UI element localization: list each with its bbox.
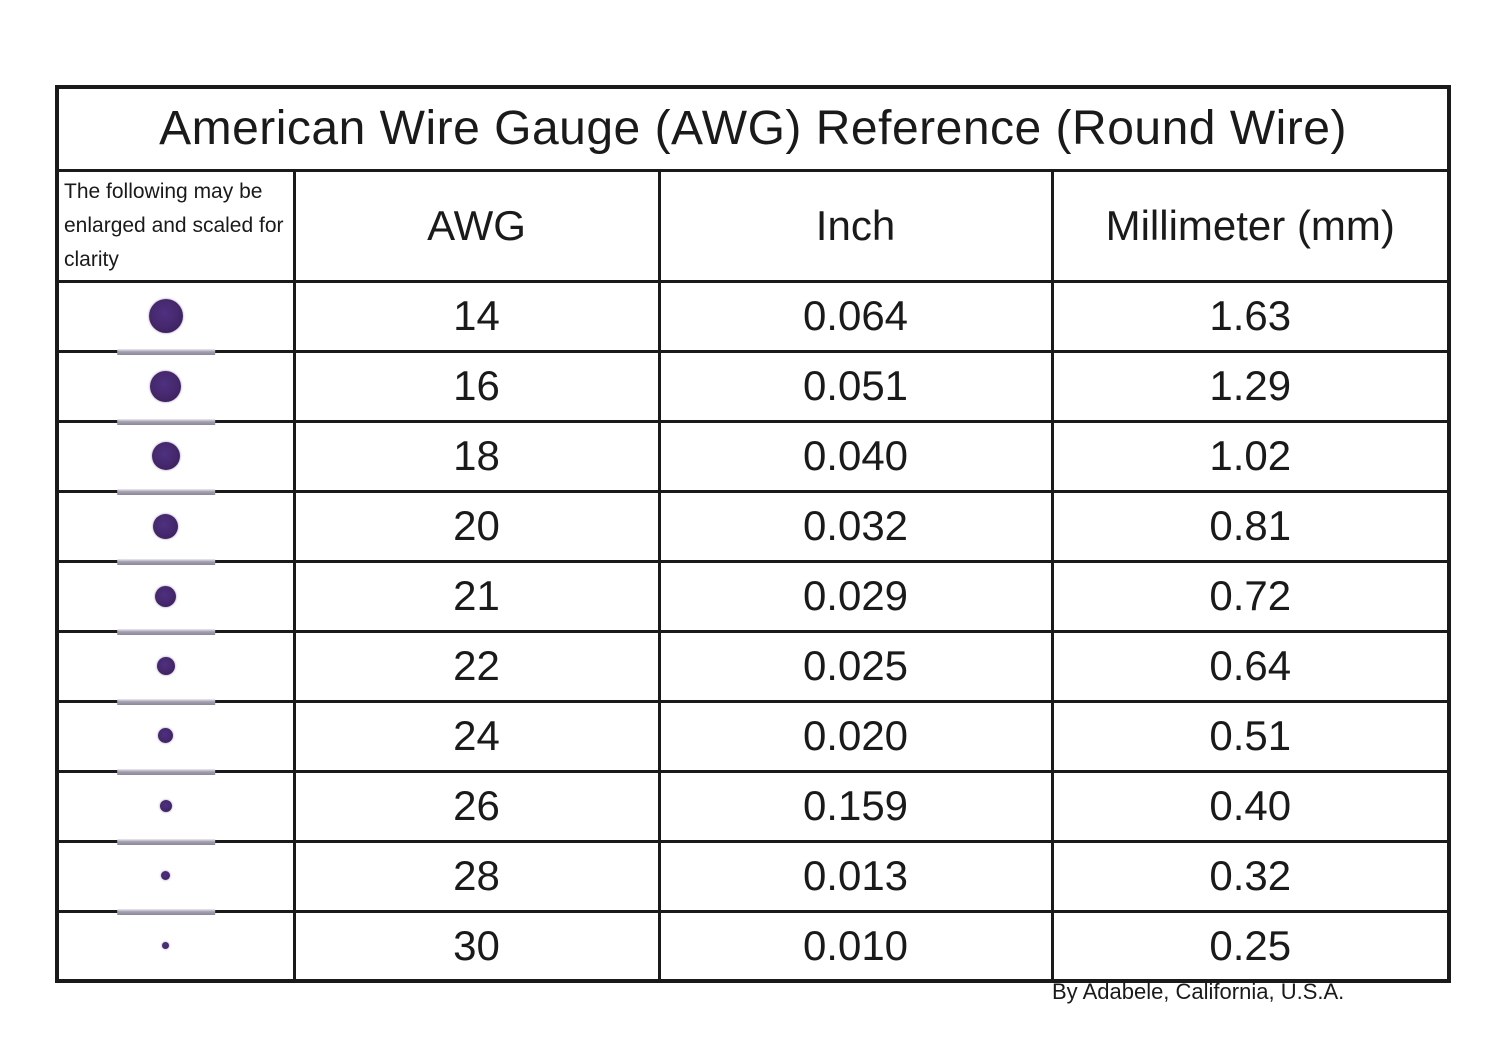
mm-value: 0.64 xyxy=(1050,629,1451,703)
title-row: American Wire Gauge (AWG) Reference (Rou… xyxy=(55,85,1451,172)
column-header-inch: Inch xyxy=(657,168,1054,283)
wire-size-dot-cell xyxy=(55,699,296,775)
wire-dot-icon xyxy=(159,799,172,812)
inch-value: 0.013 xyxy=(657,839,1054,913)
inch-value: 0.051 xyxy=(657,349,1054,423)
wire-dot-icon xyxy=(150,370,182,402)
wire-dot-icon xyxy=(158,728,174,744)
mm-value: 0.81 xyxy=(1050,489,1451,563)
table-title: American Wire Gauge (AWG) Reference (Rou… xyxy=(55,85,1451,172)
wire-dot-icon xyxy=(151,442,180,471)
awg-value: 21 xyxy=(292,559,661,633)
mm-value: 0.32 xyxy=(1050,839,1451,913)
awg-value: 24 xyxy=(292,699,661,773)
clarity-note: The following may be enlarged and scaled… xyxy=(55,168,296,283)
awg-value: 18 xyxy=(292,419,661,493)
column-header-awg: AWG xyxy=(292,168,661,283)
wire-size-dot-cell xyxy=(55,769,296,845)
credit-text: By Adabele, California, U.S.A. xyxy=(1052,979,1345,1004)
inch-value: 0.025 xyxy=(657,629,1054,703)
inch-value: 0.029 xyxy=(657,559,1054,633)
mm-value: 1.02 xyxy=(1050,419,1451,493)
inch-value: 0.010 xyxy=(657,909,1054,983)
mm-value: 0.25 xyxy=(1050,909,1451,983)
table-row: 24 0.020 0.51 xyxy=(55,699,1451,775)
table-row: 21 0.029 0.72 xyxy=(55,559,1451,635)
wire-dot-icon xyxy=(153,513,179,539)
wire-size-dot-cell xyxy=(55,909,296,983)
wire-dot-icon xyxy=(155,585,177,607)
wire-dot-icon xyxy=(162,942,170,950)
awg-value: 20 xyxy=(292,489,661,563)
wire-size-dot-cell xyxy=(55,559,296,635)
mm-value: 1.63 xyxy=(1050,279,1451,353)
mm-value: 1.29 xyxy=(1050,349,1451,423)
awg-value: 30 xyxy=(292,909,661,983)
awg-value: 14 xyxy=(292,279,661,353)
wire-size-dot-cell xyxy=(55,419,296,495)
awg-value: 22 xyxy=(292,629,661,703)
column-header-mm: Millimeter (mm) xyxy=(1050,168,1451,283)
table-row: 18 0.040 1.02 xyxy=(55,419,1451,495)
awg-value: 26 xyxy=(292,769,661,843)
awg-reference-table: American Wire Gauge (AWG) Reference (Rou… xyxy=(55,85,1452,984)
wire-dot-icon xyxy=(148,299,183,334)
mm-value: 0.51 xyxy=(1050,699,1451,773)
table-row: 14 0.064 1.63 xyxy=(55,279,1451,355)
wire-size-dot-cell xyxy=(55,489,296,565)
mm-value: 0.40 xyxy=(1050,769,1451,843)
inch-value: 0.032 xyxy=(657,489,1054,563)
table-row: 22 0.025 0.64 xyxy=(55,629,1451,705)
wire-size-dot-cell xyxy=(55,839,296,915)
table-row: 30 0.010 0.25 xyxy=(55,909,1451,983)
awg-value: 28 xyxy=(292,839,661,913)
table-row: 26 0.159 0.40 xyxy=(55,769,1451,845)
wire-size-dot-cell xyxy=(55,279,296,355)
header-row: The following may be enlarged and scaled… xyxy=(55,168,1451,283)
table-row: 16 0.051 1.29 xyxy=(55,349,1451,425)
wire-dot-icon xyxy=(161,871,171,881)
wire-dot-icon xyxy=(156,656,175,675)
inch-value: 0.020 xyxy=(657,699,1054,773)
awg-value: 16 xyxy=(292,349,661,423)
inch-value: 0.064 xyxy=(657,279,1054,353)
wire-size-dot-cell xyxy=(55,629,296,705)
wire-size-dot-cell xyxy=(55,349,296,425)
table-row: 28 0.013 0.32 xyxy=(55,839,1451,915)
inch-value: 0.159 xyxy=(657,769,1054,843)
inch-value: 0.040 xyxy=(657,419,1054,493)
mm-value: 0.72 xyxy=(1050,559,1451,633)
table-row: 20 0.032 0.81 xyxy=(55,489,1451,565)
